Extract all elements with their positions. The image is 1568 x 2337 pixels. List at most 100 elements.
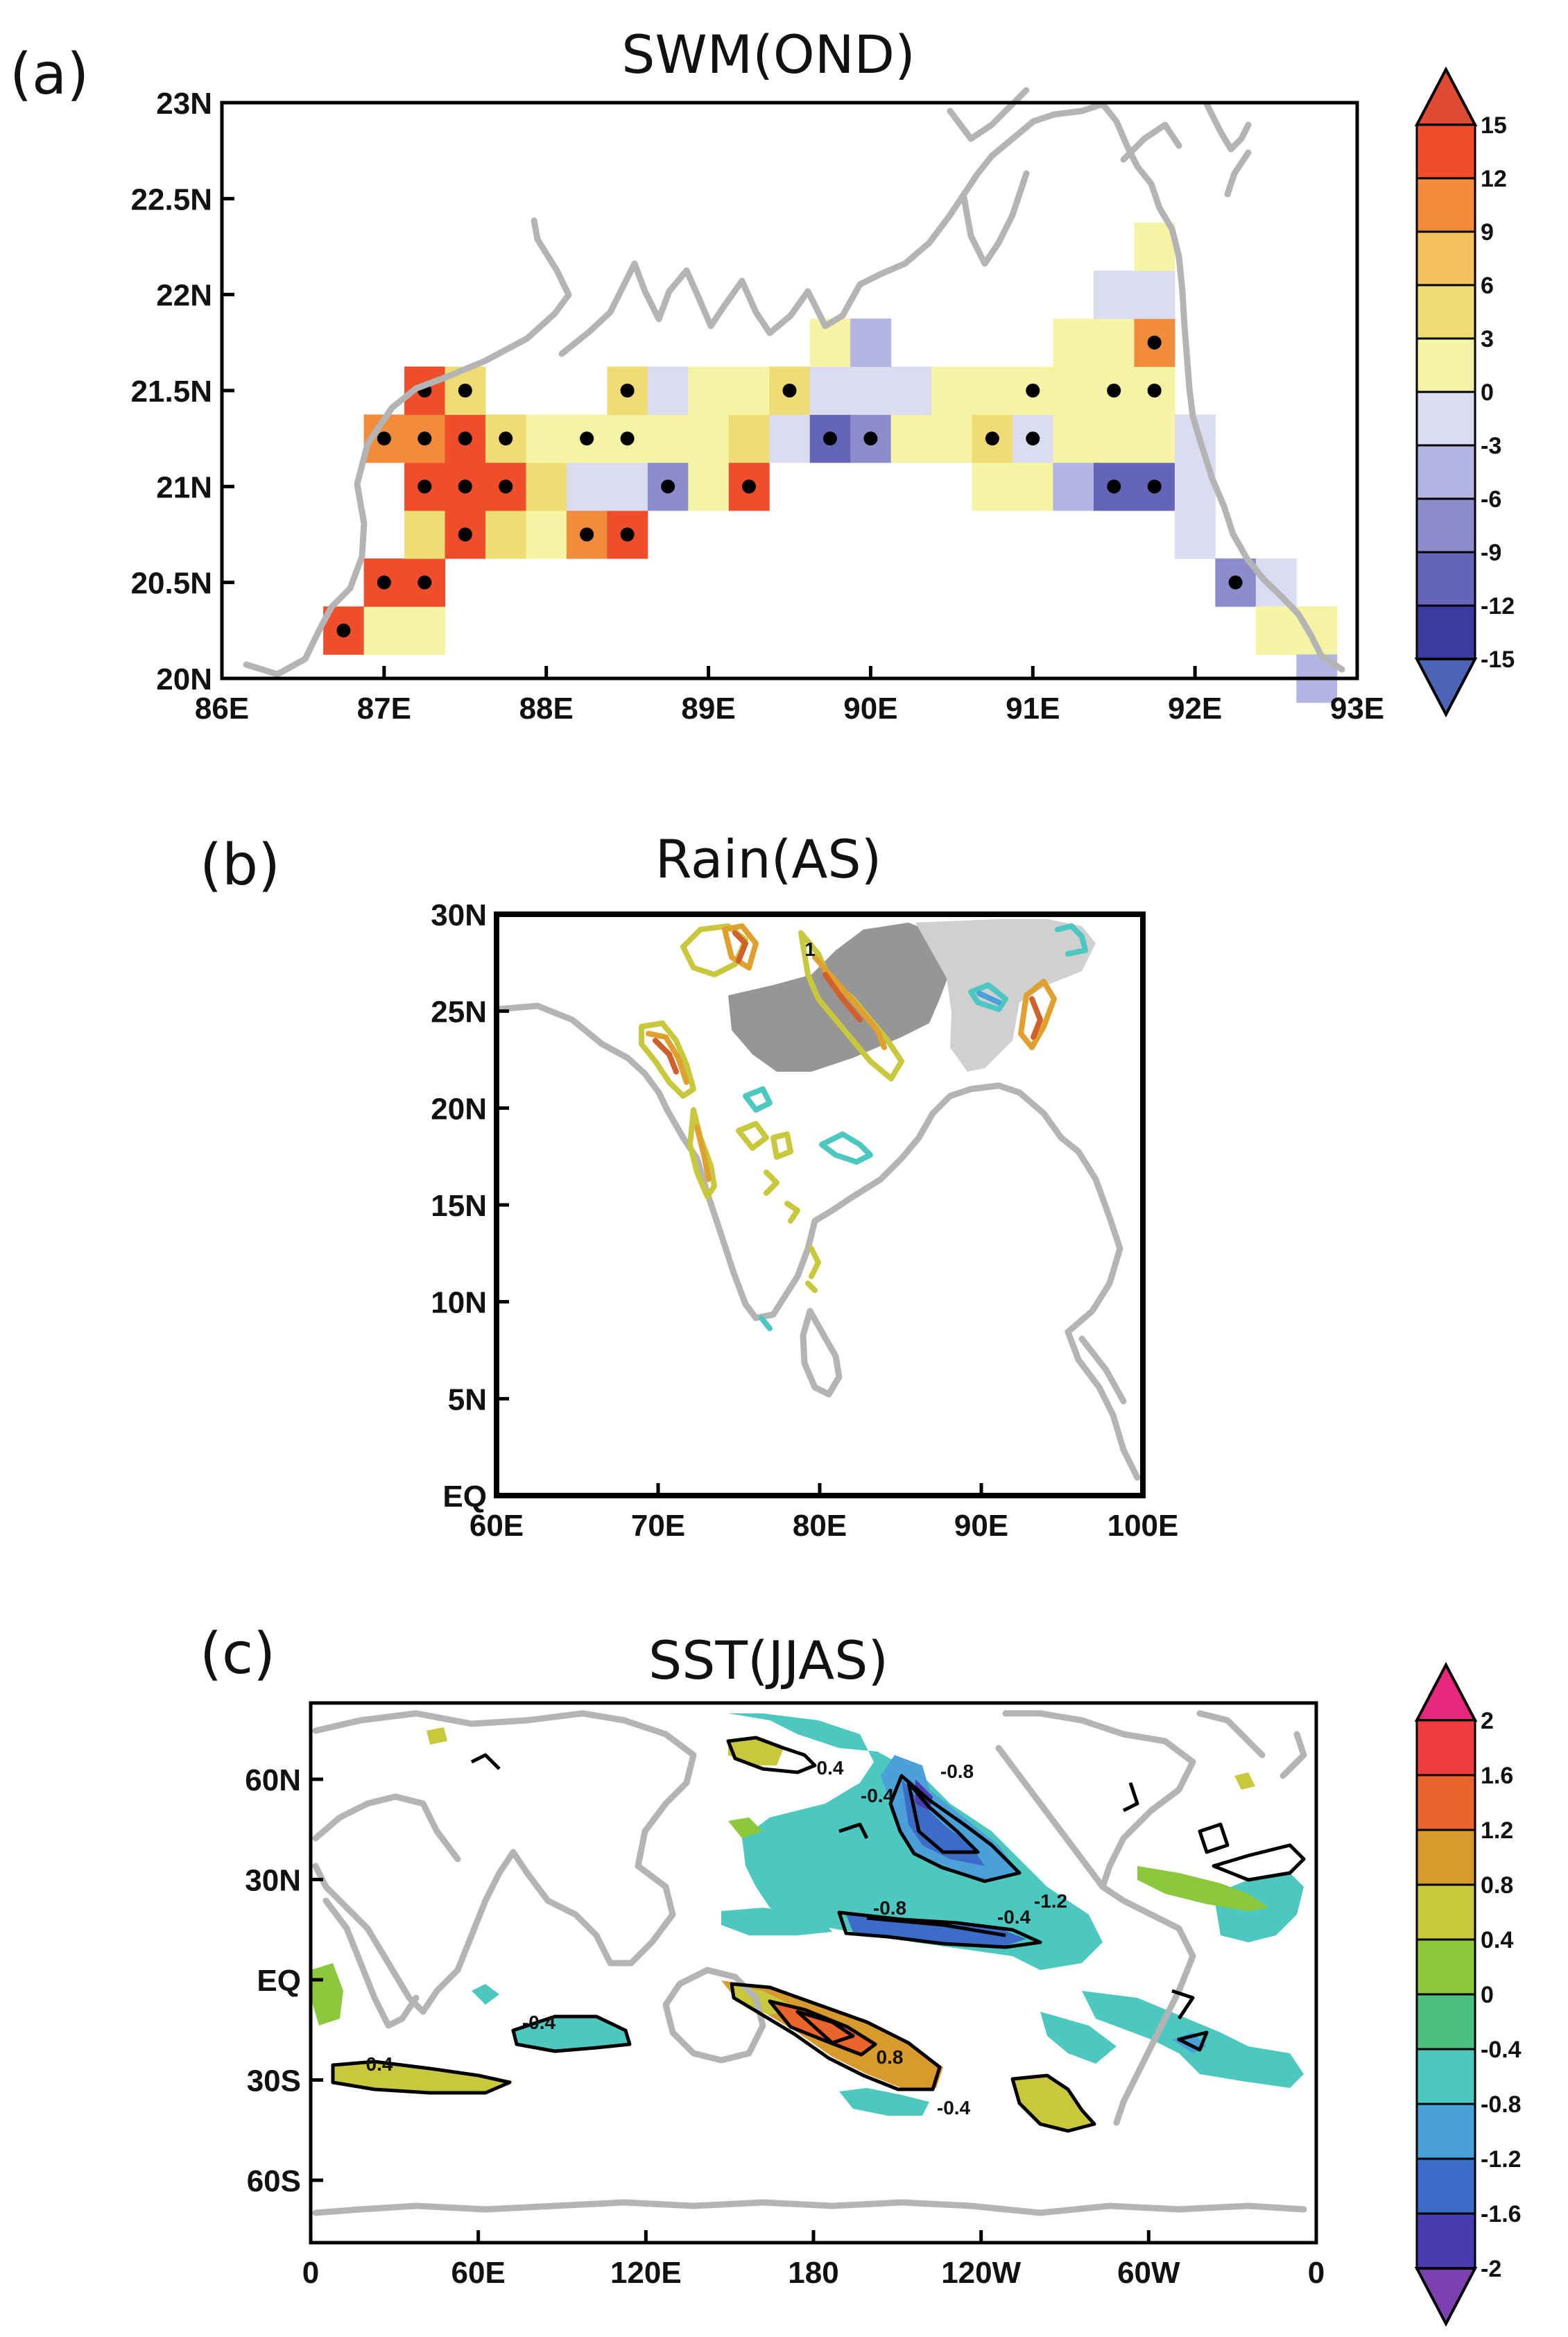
- grid-cell: [728, 414, 770, 463]
- significance-dot: [458, 527, 472, 542]
- significance-dot: [620, 384, 635, 397]
- significance-dot: [985, 431, 999, 446]
- panel-b-shading: [728, 919, 1096, 1072]
- colorbar-segment: [1415, 2103, 1476, 2160]
- contour-label: -0.4: [861, 1785, 895, 1806]
- significance-dot: [822, 431, 837, 446]
- colorbar-segment: [1415, 1829, 1476, 1886]
- grid-cell: [1053, 366, 1094, 416]
- y-tick-label: 23N: [156, 87, 212, 121]
- panel-a-letter: (a): [10, 42, 89, 108]
- significance-dot: [1026, 384, 1040, 397]
- colorbar-tick-label: -3: [1481, 433, 1501, 459]
- grid-cell: [890, 414, 932, 463]
- grid-cell: [769, 414, 811, 463]
- colorbar-segment: [1415, 284, 1476, 340]
- colorbar-tick-label: 12: [1481, 166, 1507, 192]
- significance-dot: [1147, 479, 1162, 494]
- colorbar-segment: [1415, 444, 1476, 500]
- y-tick-label: 21N: [156, 470, 212, 504]
- x-tick-label: 92E: [1168, 692, 1222, 726]
- x-tick-label: 80E: [793, 1509, 847, 1543]
- contour-label: -0.4: [997, 1906, 1031, 1928]
- colorbar-tick-label: 15: [1481, 112, 1507, 139]
- grid-cell: [526, 414, 567, 463]
- y-tick-label: 5N: [448, 1382, 487, 1416]
- grid-cell: [1093, 271, 1135, 319]
- contour-label: 0.8: [877, 2046, 904, 2068]
- grid-cell: [809, 366, 851, 416]
- grid-cell: [972, 366, 1013, 416]
- colorbar-tick-label: 0.8: [1481, 1872, 1513, 1899]
- grid-cell: [1134, 414, 1175, 463]
- x-tick-label: 88E: [519, 692, 574, 726]
- colorbar-segment: [1415, 337, 1476, 393]
- significance-dot: [1026, 431, 1040, 446]
- x-tick-label: 120E: [610, 2256, 682, 2290]
- grid-cell: [688, 366, 730, 416]
- y-tick-label: 30N: [245, 1864, 301, 1898]
- grid-cell: [1013, 462, 1054, 511]
- significance-dot: [1147, 335, 1162, 350]
- grid-cell: [526, 462, 567, 511]
- significance-dot: [499, 431, 513, 446]
- colorbar-tick-label: -0.4: [1481, 2037, 1522, 2063]
- colorbar-segment: [1415, 2048, 1476, 2105]
- colorbar-segment: [1415, 1774, 1476, 1831]
- x-tick-label: 60E: [469, 1509, 524, 1543]
- contour-label: 0.4: [366, 2053, 393, 2075]
- colorbar-tick-label: 1.6: [1481, 1763, 1513, 1789]
- grid-cell: [972, 462, 1013, 511]
- colorbar-segment: [1415, 1993, 1476, 2051]
- x-tick-label: 90E: [843, 692, 897, 726]
- colorbar-segment: [1415, 391, 1476, 447]
- significance-dot: [377, 431, 391, 446]
- y-tick-label: 30N: [431, 898, 487, 932]
- panel-c-letter: (c): [200, 1621, 275, 1687]
- significance-dot: [1228, 575, 1243, 590]
- grid-cell: [404, 510, 446, 559]
- colorbar-tick-label: 0.4: [1481, 1927, 1513, 1953]
- colorbar-segment: [1415, 551, 1476, 607]
- colorbar-tick-label: -1.2: [1481, 2146, 1522, 2173]
- y-tick-label: EQ: [442, 1480, 487, 1514]
- colorbar-top-arrow: [1414, 66, 1478, 126]
- colorbar-segment: [1415, 1719, 1476, 1777]
- grid-cell: [890, 366, 932, 416]
- y-tick-label: 22N: [156, 279, 212, 313]
- colorbar-segment: [1415, 604, 1476, 660]
- colorbar-tick-label: -15: [1481, 647, 1515, 673]
- x-tick-label: 90E: [954, 1509, 1008, 1543]
- colorbar-segment: [1415, 1938, 1476, 1996]
- x-tick-label: 180: [788, 2256, 838, 2290]
- grid-cell: [1093, 414, 1135, 463]
- significance-dot: [580, 431, 594, 446]
- panel-c-fills: [311, 1713, 1304, 2130]
- grid-cell: [931, 366, 973, 416]
- significance-dot: [417, 431, 432, 446]
- panel-a: (a) SWM(OND) 86E 87E 88E 89E 90E 91E 92E 93E 20N…: [10, 24, 1515, 726]
- panel-c-contours: [331, 1736, 1306, 2133]
- y-tick-label: 60S: [247, 2164, 301, 2198]
- y-tick-label: 21.5N: [131, 375, 212, 409]
- x-tick-label: 86E: [195, 692, 249, 726]
- colorbar-tick-label: 6: [1481, 273, 1494, 299]
- panel-a-axes: 86E 87E 88E 89E 90E 91E 92E 93E 20N 20.5N 21N 21.5N…: [131, 87, 1385, 726]
- colorbar-segment: [1415, 2212, 1476, 2270]
- y-tick-label: 60N: [245, 1763, 301, 1797]
- panel-b-title: Rain(AS): [655, 828, 882, 890]
- grid-cell: [931, 414, 973, 463]
- colorbar-tick-label: 0: [1481, 379, 1494, 406]
- grid-cell: [485, 510, 526, 559]
- colorbar-tick-label: 1.2: [1481, 1817, 1513, 1844]
- grid-cell: [363, 606, 405, 655]
- grid-cell: [688, 462, 730, 511]
- contour-label: -0.8: [940, 1761, 974, 1782]
- significance-dot: [499, 479, 513, 494]
- colorbar-tick-label: -1.6: [1481, 2201, 1522, 2227]
- panel-a-coastline: [243, 87, 1345, 678]
- panel-b-contour-label: 1: [804, 939, 816, 960]
- significance-dot: [417, 479, 432, 494]
- colorbar-tick-label: 0: [1481, 1982, 1494, 2008]
